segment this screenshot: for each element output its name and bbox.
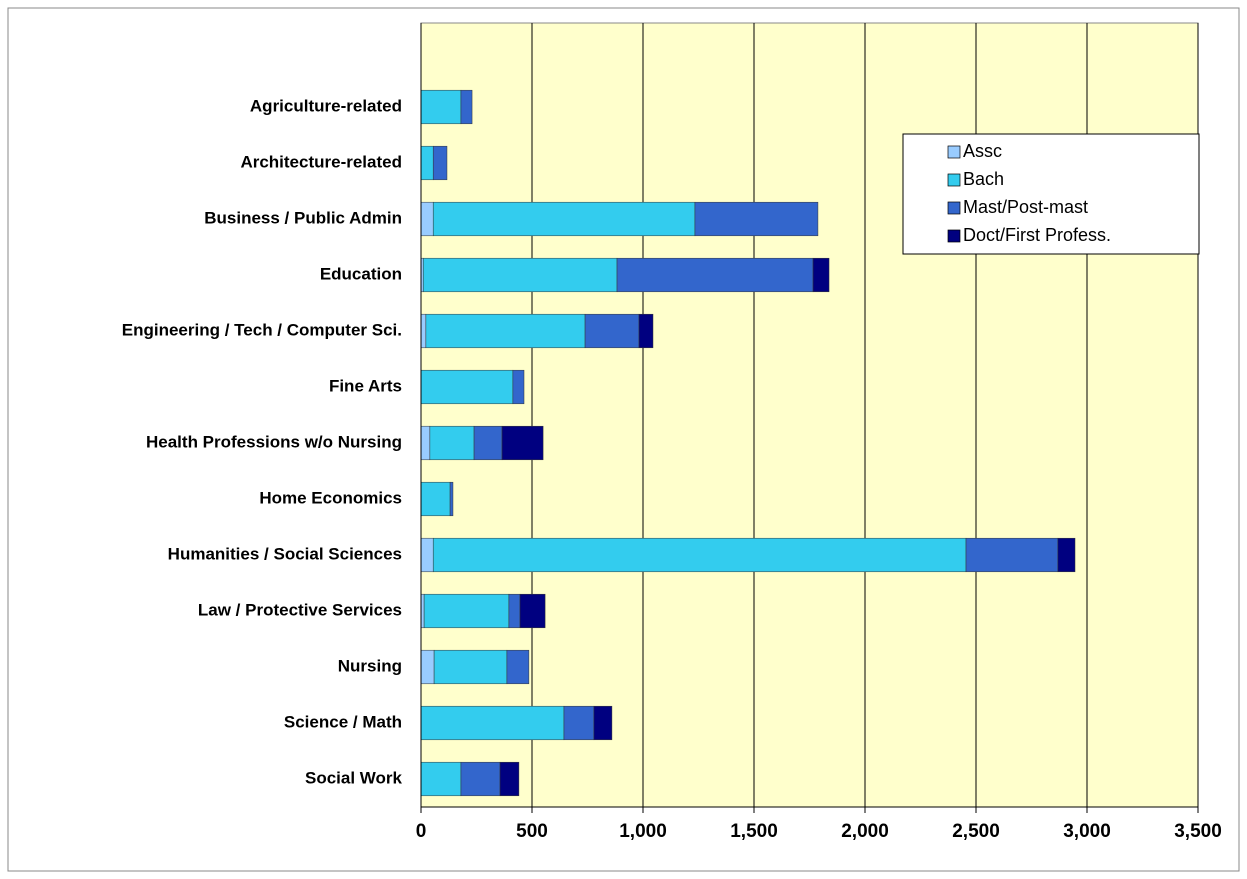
- legend-swatch: [947, 145, 961, 159]
- category-label: Humanities / Social Sciences: [168, 544, 402, 563]
- category-label: Science / Math: [284, 712, 402, 731]
- bar-segment: [422, 257, 618, 293]
- category-label: Business / Public Admin: [204, 208, 402, 227]
- category-label: Engineering / Tech / Computer Sci.: [122, 320, 402, 339]
- bar-segment: [965, 537, 1059, 573]
- bar-segment: [638, 313, 654, 349]
- bar-segment: [420, 537, 434, 573]
- bar-segment: [420, 425, 431, 461]
- bar-segment: [593, 705, 613, 741]
- bar-segment: [423, 593, 510, 629]
- x-tick-label: 3,500: [1174, 821, 1222, 842]
- bar-segment: [420, 481, 451, 517]
- category-label: Fine Arts: [329, 376, 402, 395]
- category-label: Architecture-related: [240, 152, 402, 171]
- bar-segment: [460, 89, 473, 125]
- bar-segment: [432, 145, 448, 181]
- bar-segment: [449, 481, 454, 517]
- x-tick-label: 3,000: [1063, 821, 1111, 842]
- bar-segment: [432, 537, 967, 573]
- x-tick-label: 2,000: [841, 821, 889, 842]
- bar-segment: [1057, 537, 1076, 573]
- legend-label: Doct/First Profess.: [963, 225, 1111, 245]
- bar-segment: [499, 761, 520, 797]
- category-label: Agriculture-related: [250, 96, 402, 115]
- category-label: Social Work: [305, 768, 403, 787]
- legend: Assc Bach Mast/Post-mast Doct/First Profess…: [902, 133, 1200, 255]
- bar-segment: [512, 369, 525, 405]
- bar-segment: [694, 201, 819, 237]
- bar-segment: [429, 425, 475, 461]
- bar-segment: [616, 257, 814, 293]
- labels: 0 500 1,000 1,500 2,000 2,500 3,000 3,500 Agricu…: [122, 96, 1222, 842]
- category-label: Law / Protective Services: [198, 600, 402, 619]
- x-tick-label: 1,000: [619, 821, 667, 842]
- bar-segment: [519, 593, 546, 629]
- x-tick-label: 0: [416, 821, 427, 842]
- category-label: Nursing: [338, 656, 402, 675]
- legend-label: Bach: [963, 169, 1004, 189]
- bar-segment: [420, 705, 565, 741]
- bar-segment: [584, 313, 640, 349]
- bar-segment: [420, 89, 462, 125]
- category-label: Education: [320, 264, 402, 283]
- bar-segment: [420, 649, 435, 685]
- bar-segment: [420, 313, 427, 349]
- category-label: Health Professions w/o Nursing: [146, 432, 402, 451]
- bar-segment: [563, 705, 595, 741]
- bar-segment: [425, 313, 586, 349]
- x-tick-label: 1,500: [730, 821, 778, 842]
- x-tick-label: 2,500: [952, 821, 1000, 842]
- bar-segment: [433, 649, 508, 685]
- legend-swatch: [947, 173, 961, 187]
- legend-label: Mast/Post-mast: [963, 197, 1088, 217]
- legend-swatch: [947, 229, 961, 243]
- bar-segment: [508, 593, 521, 629]
- bar-segment: [812, 257, 830, 293]
- bar-segment: [420, 369, 514, 405]
- bar-segment: [420, 761, 462, 797]
- bar-segment: [432, 201, 696, 237]
- bar-segment: [420, 201, 434, 237]
- bar-segment: [473, 425, 503, 461]
- x-tick-label: 500: [516, 821, 548, 842]
- bar-segment: [501, 425, 544, 461]
- bars: [420, 89, 1076, 797]
- bar-segment: [460, 761, 501, 797]
- bar-segment: [506, 649, 530, 685]
- category-label: Home Economics: [259, 488, 402, 507]
- legend-swatch: [947, 201, 961, 215]
- legend-label: Assc: [963, 141, 1002, 161]
- bar-segment: [420, 145, 434, 181]
